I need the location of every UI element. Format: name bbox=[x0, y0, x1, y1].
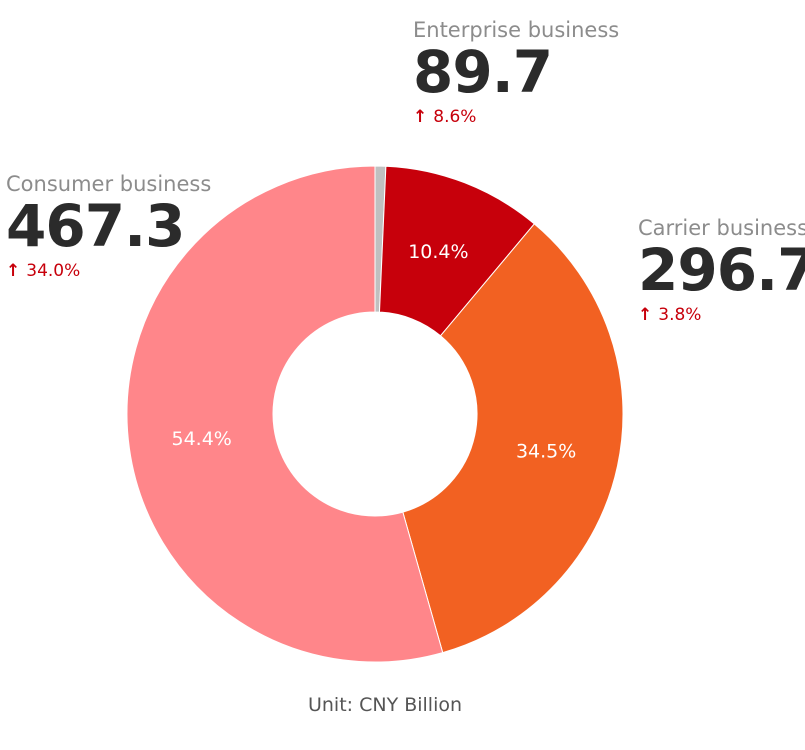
slice-carrier-business bbox=[402, 223, 624, 654]
enterprise-label: Enterprise business 89.7 ↑ 8.6% bbox=[413, 18, 619, 127]
slice-enterprise-business bbox=[378, 165, 535, 337]
slice-label-consumer-business: 54.4% bbox=[171, 428, 231, 450]
enterprise-name: Enterprise business bbox=[413, 18, 620, 42]
carrier-label: Carrier business 296.7 ↑ 3.8% bbox=[638, 216, 805, 325]
up-arrow-icon: ↑ bbox=[638, 304, 653, 325]
consumer-value: 467.3 bbox=[6, 192, 185, 260]
up-arrow-icon: ↑ bbox=[6, 260, 21, 281]
up-arrow-icon: ↑ bbox=[413, 106, 428, 127]
consumer-growth-value: 34.0% bbox=[26, 260, 81, 281]
enterprise-growth-value: 8.6% bbox=[433, 106, 477, 127]
consumer-growth: ↑ 34.0% bbox=[6, 261, 211, 281]
slice-label-enterprise-business: 10.4% bbox=[408, 241, 468, 263]
slice-label-carrier-business: 34.5% bbox=[516, 441, 576, 463]
enterprise-growth: ↑ 8.6% bbox=[413, 107, 619, 127]
carrier-name: Carrier business bbox=[638, 216, 805, 240]
carrier-value: 296.7 bbox=[638, 236, 805, 304]
enterprise-value: 89.7 bbox=[413, 38, 553, 106]
consumer-name: Consumer business bbox=[6, 172, 212, 196]
slice-consumer-business bbox=[126, 165, 444, 663]
consumer-label: Consumer business 467.3 ↑ 34.0% bbox=[6, 172, 211, 281]
unit-label: Unit: CNY Billion bbox=[307, 694, 463, 716]
carrier-growth: ↑ 3.8% bbox=[638, 305, 805, 325]
carrier-growth-value: 3.8% bbox=[658, 304, 702, 325]
